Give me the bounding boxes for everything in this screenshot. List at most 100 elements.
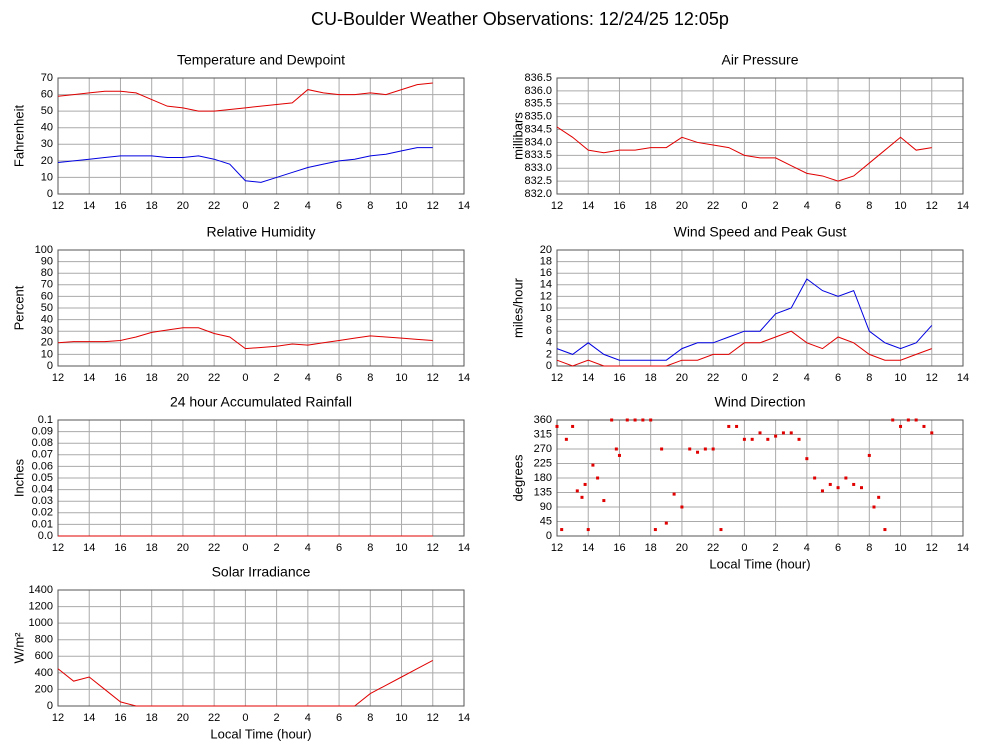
x-tick-label: 14 xyxy=(83,372,95,384)
y-tick-label: 30 xyxy=(41,138,53,150)
direction-point xyxy=(596,476,600,480)
series-line xyxy=(57,327,433,350)
direction-point xyxy=(789,431,793,435)
y-tick-label: 18 xyxy=(540,256,552,268)
y-tick-label: 4 xyxy=(546,337,552,349)
direction-point xyxy=(750,437,754,441)
y-tick-label: 0.04 xyxy=(32,484,53,496)
y-tick-label: 14 xyxy=(540,279,552,291)
page-title: CU-Boulder Weather Observations: 12/24/2… xyxy=(311,9,729,29)
x-tick-label: 14 xyxy=(83,542,95,554)
x-tick-label: 10 xyxy=(395,200,407,212)
y-tick-label: 8 xyxy=(546,314,552,326)
x-tick-label: 10 xyxy=(395,542,407,554)
x-tick-label: 6 xyxy=(336,372,342,384)
plot-area xyxy=(58,78,464,194)
direction-point xyxy=(614,447,618,451)
direction-point xyxy=(727,424,731,428)
x-tick-label: 8 xyxy=(367,712,373,724)
x-tick-label: 12 xyxy=(52,542,64,554)
direction-point xyxy=(696,450,700,454)
y-tick-label: 1200 xyxy=(29,600,53,612)
y-tick-label: 2 xyxy=(546,348,552,360)
y-tick-label: 600 xyxy=(35,650,53,662)
y-axis-label: millibars xyxy=(510,112,525,160)
x-tick-label: 14 xyxy=(458,372,470,384)
y-tick-label: 834.5 xyxy=(524,123,552,135)
x-tick-label: 6 xyxy=(336,712,342,724)
series-line xyxy=(57,82,433,112)
x-tick-label: 12 xyxy=(52,372,64,384)
y-tick-label: 90 xyxy=(540,501,552,513)
y-tick-label: 834.0 xyxy=(524,136,552,148)
x-tick-label: 22 xyxy=(208,542,220,554)
x-tick-label: 14 xyxy=(957,372,969,384)
x-tick-label: 14 xyxy=(582,372,594,384)
y-tick-label: 6 xyxy=(546,325,552,337)
x-tick-label: 6 xyxy=(835,372,841,384)
direction-point xyxy=(660,447,664,451)
y-tick-label: 20 xyxy=(540,244,552,256)
panel-title: Temperature and Dewpoint xyxy=(177,52,345,68)
y-tick-label: 0.09 xyxy=(32,426,53,438)
y-tick-label: 10 xyxy=(41,171,53,183)
x-tick-label: 20 xyxy=(676,200,688,212)
direction-point xyxy=(758,431,762,435)
x-tick-label: 0 xyxy=(741,372,747,384)
y-tick-label: 180 xyxy=(534,472,552,484)
x-tick-label: 2 xyxy=(274,542,280,554)
direction-point xyxy=(555,424,559,428)
y-axis-label: Inches xyxy=(11,458,26,497)
x-tick-label: 0 xyxy=(741,542,747,554)
x-tick-label: 12 xyxy=(427,372,439,384)
x-tick-label: 22 xyxy=(707,200,719,212)
y-axis-label: degrees xyxy=(510,454,525,501)
series-line xyxy=(556,330,932,367)
x-tick-label: 6 xyxy=(835,200,841,212)
y-tick-label: 70 xyxy=(41,72,53,84)
y-tick-label: 833.0 xyxy=(524,162,552,174)
y-tick-label: 60 xyxy=(41,88,53,100)
direction-point xyxy=(805,457,809,461)
x-tick-label: 14 xyxy=(582,200,594,212)
panel-title: 24 hour Accumulated Rainfall xyxy=(170,394,352,410)
y-tick-label: 832.5 xyxy=(524,175,552,187)
x-tick-label: 0 xyxy=(242,712,248,724)
y-tick-label: 70 xyxy=(41,279,53,291)
y-tick-label: 0.05 xyxy=(32,472,53,484)
y-tick-label: 10 xyxy=(41,348,53,360)
y-tick-label: 833.5 xyxy=(524,149,552,161)
direction-point xyxy=(610,418,614,422)
x-tick-label: 22 xyxy=(208,200,220,212)
direction-point xyxy=(883,528,887,532)
series-line xyxy=(57,147,433,183)
y-tick-label: 40 xyxy=(41,314,53,326)
panel-title: Relative Humidity xyxy=(207,224,316,240)
x-tick-label: 0 xyxy=(242,542,248,554)
plot-frame xyxy=(556,77,964,195)
x-tick-label: 2 xyxy=(773,200,779,212)
direction-point xyxy=(617,453,621,457)
x-tick-label: 12 xyxy=(427,712,439,724)
x-axis-label: Local Time (hour) xyxy=(210,726,311,741)
panel-title: Wind Direction xyxy=(714,394,805,410)
x-tick-label: 14 xyxy=(83,712,95,724)
direction-point xyxy=(560,528,564,532)
direction-point xyxy=(877,495,881,499)
y-tick-label: 360 xyxy=(534,414,552,426)
x-tick-label: 12 xyxy=(926,542,938,554)
x-tick-label: 14 xyxy=(83,200,95,212)
x-tick-label: 22 xyxy=(707,372,719,384)
x-tick-label: 14 xyxy=(458,712,470,724)
y-tick-label: 270 xyxy=(534,443,552,455)
y-tick-label: 135 xyxy=(534,486,552,498)
direction-point xyxy=(899,424,903,428)
x-tick-label: 12 xyxy=(551,372,563,384)
direction-point xyxy=(680,505,684,509)
x-tick-label: 4 xyxy=(305,372,311,384)
direction-point xyxy=(633,418,637,422)
x-tick-label: 4 xyxy=(305,712,311,724)
y-tick-label: 0 xyxy=(47,188,53,200)
direction-point xyxy=(580,495,584,499)
direction-point xyxy=(564,437,568,441)
